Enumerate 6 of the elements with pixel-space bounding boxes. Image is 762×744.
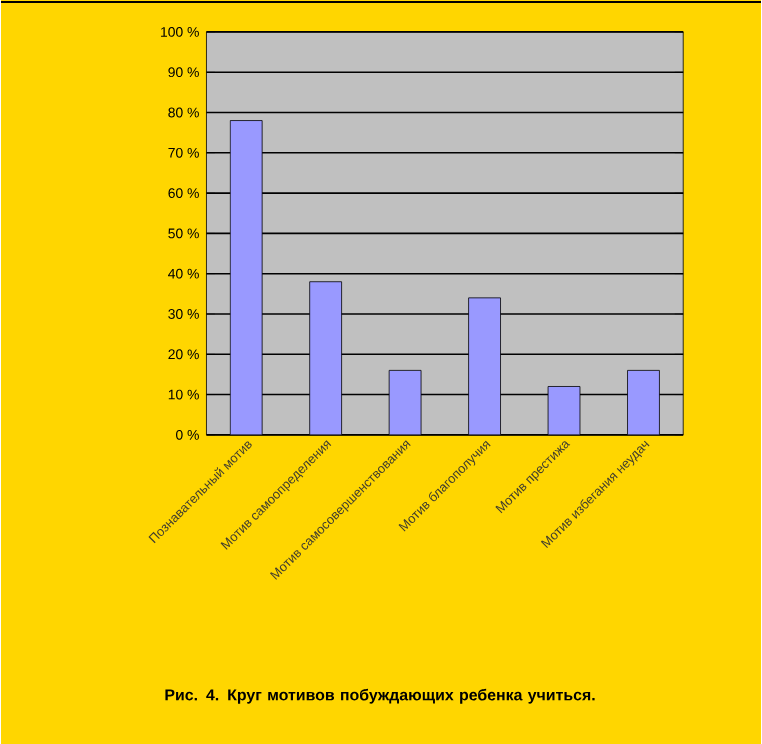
bar <box>388 369 422 435</box>
bar <box>547 386 581 435</box>
bar <box>468 297 501 435</box>
bar <box>627 369 660 435</box>
bar <box>309 281 342 435</box>
bar <box>229 120 263 435</box>
